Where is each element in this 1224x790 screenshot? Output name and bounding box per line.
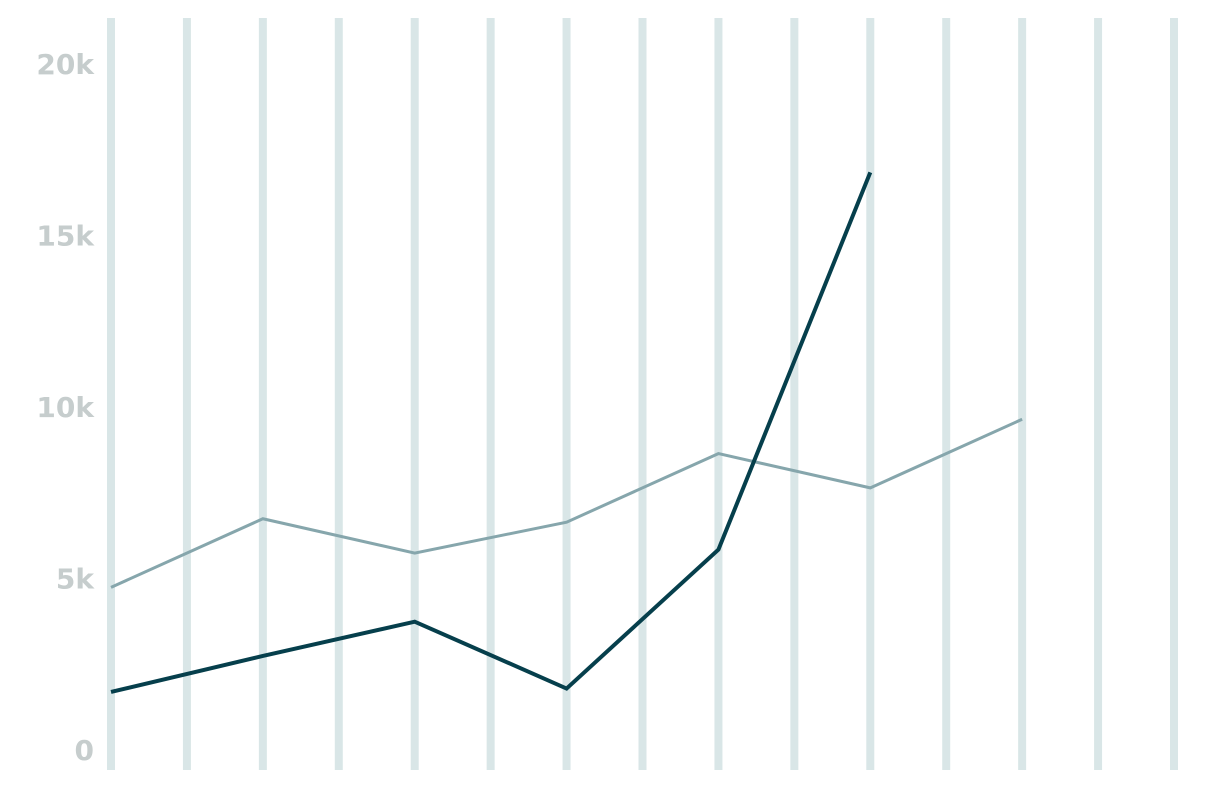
line: [110, 417, 1023, 589]
y-tick-label: 0: [75, 734, 94, 767]
y-tick-label: 15k: [36, 220, 95, 253]
line: [110, 171, 873, 694]
y-tick-label: 20k: [36, 48, 95, 81]
y-tick-label: 10k: [36, 391, 95, 424]
y-tick-label: 5k: [56, 563, 95, 596]
